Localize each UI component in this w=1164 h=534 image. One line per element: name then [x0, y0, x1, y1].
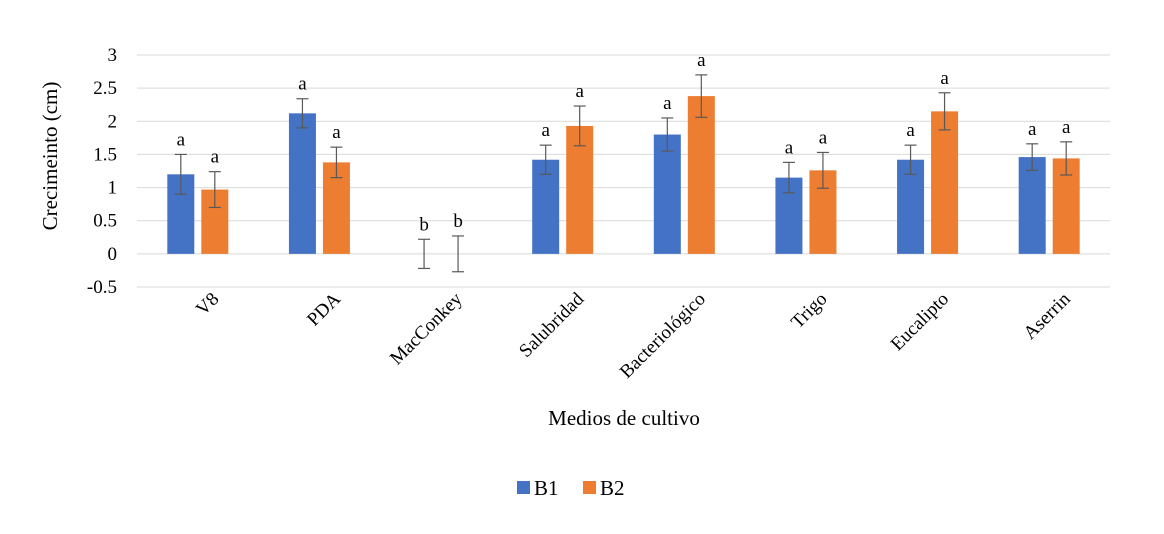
- significance-label: a: [819, 127, 828, 148]
- bars: [167, 96, 1080, 254]
- x-axis-ticks: V8 PDA MacConkey Salubridad Bacteriológico Tr…: [192, 288, 1075, 382]
- y-tick-label: 1: [108, 178, 118, 199]
- error-bar: [452, 235, 465, 273]
- error-bar: [296, 98, 309, 129]
- y-tick-label: 0: [108, 244, 118, 265]
- x-tick-label: Trigo: [787, 289, 831, 333]
- significance-label: a: [211, 147, 220, 168]
- y-tick-label: 2: [108, 111, 118, 132]
- x-tick-label: V8: [192, 289, 223, 320]
- error-bar: [938, 92, 951, 131]
- x-tick-label: Aserrin: [1020, 288, 1075, 343]
- significance-label: a: [940, 68, 949, 89]
- error-bar: [330, 146, 343, 179]
- significance-label: a: [541, 120, 550, 141]
- y-tick-label: -0.5: [87, 277, 117, 298]
- legend-label: B2: [600, 476, 625, 500]
- x-axis-title: Medios de cultivo: [548, 406, 700, 430]
- significance-label: a: [785, 137, 794, 158]
- x-tick-label: MacConkey: [386, 288, 467, 369]
- y-tick-label: 3: [108, 45, 118, 66]
- x-tick-label: Salubridad: [515, 288, 588, 361]
- significance-label: a: [663, 93, 672, 114]
- error-bar: [208, 171, 221, 209]
- legend-label: B1: [534, 476, 559, 500]
- x-tick-label: Eucalipto: [887, 289, 953, 355]
- bar-b1-4: [653, 134, 681, 254]
- error-bar: [661, 117, 674, 152]
- legend-item-b2: B2: [583, 476, 625, 500]
- gridlines: [137, 54, 1110, 288]
- significance-label: b: [453, 211, 463, 232]
- significance-label: a: [697, 50, 706, 71]
- error-bar: [816, 151, 829, 189]
- error-bar: [573, 105, 586, 147]
- error-bar: [695, 74, 708, 118]
- bar-b1-1: [288, 113, 316, 254]
- y-tick-label: 0.5: [93, 211, 117, 232]
- error-bar: [1026, 143, 1039, 171]
- legend: B1 B2: [517, 476, 625, 500]
- x-tick-label: Bacteriológico: [616, 289, 710, 383]
- legend-swatch: [583, 481, 596, 494]
- bar-b1-7: [1018, 157, 1046, 254]
- error-bar: [418, 238, 431, 270]
- legend-item-b1: B1: [517, 476, 559, 500]
- y-tick-label: 2.5: [93, 78, 117, 99]
- bar-b2-6: [931, 111, 959, 254]
- error-bar: [782, 161, 795, 194]
- bar-b2-4: [687, 96, 715, 254]
- significance-label: b: [419, 214, 429, 235]
- error-bar: [904, 144, 917, 175]
- bar-b1-3: [532, 159, 560, 254]
- significance-label: a: [177, 129, 186, 150]
- y-axis-ticks: -0.5 0 0.5 1 1.5 2 2.5 3: [87, 45, 117, 298]
- significance-label: a: [906, 120, 915, 141]
- significance-label: a: [575, 81, 584, 102]
- bar-b1-6: [897, 159, 925, 254]
- error-bar: [539, 144, 552, 175]
- significance-label: a: [1028, 119, 1037, 140]
- x-tick-label: PDA: [303, 288, 345, 330]
- error-bars: [174, 74, 1073, 273]
- significance-label: a: [1062, 117, 1071, 138]
- error-bar: [1060, 141, 1073, 176]
- significance-label: a: [332, 122, 341, 143]
- significance-label: a: [298, 74, 307, 95]
- legend-swatch: [517, 481, 530, 494]
- bar-b2-3: [566, 125, 594, 254]
- error-bar: [174, 153, 187, 195]
- y-tick-label: 1.5: [93, 144, 117, 165]
- y-axis-title: Crecimeinto (cm): [38, 82, 62, 231]
- significance-labels: a a a a b b a a a a a a a a a a: [177, 50, 1071, 235]
